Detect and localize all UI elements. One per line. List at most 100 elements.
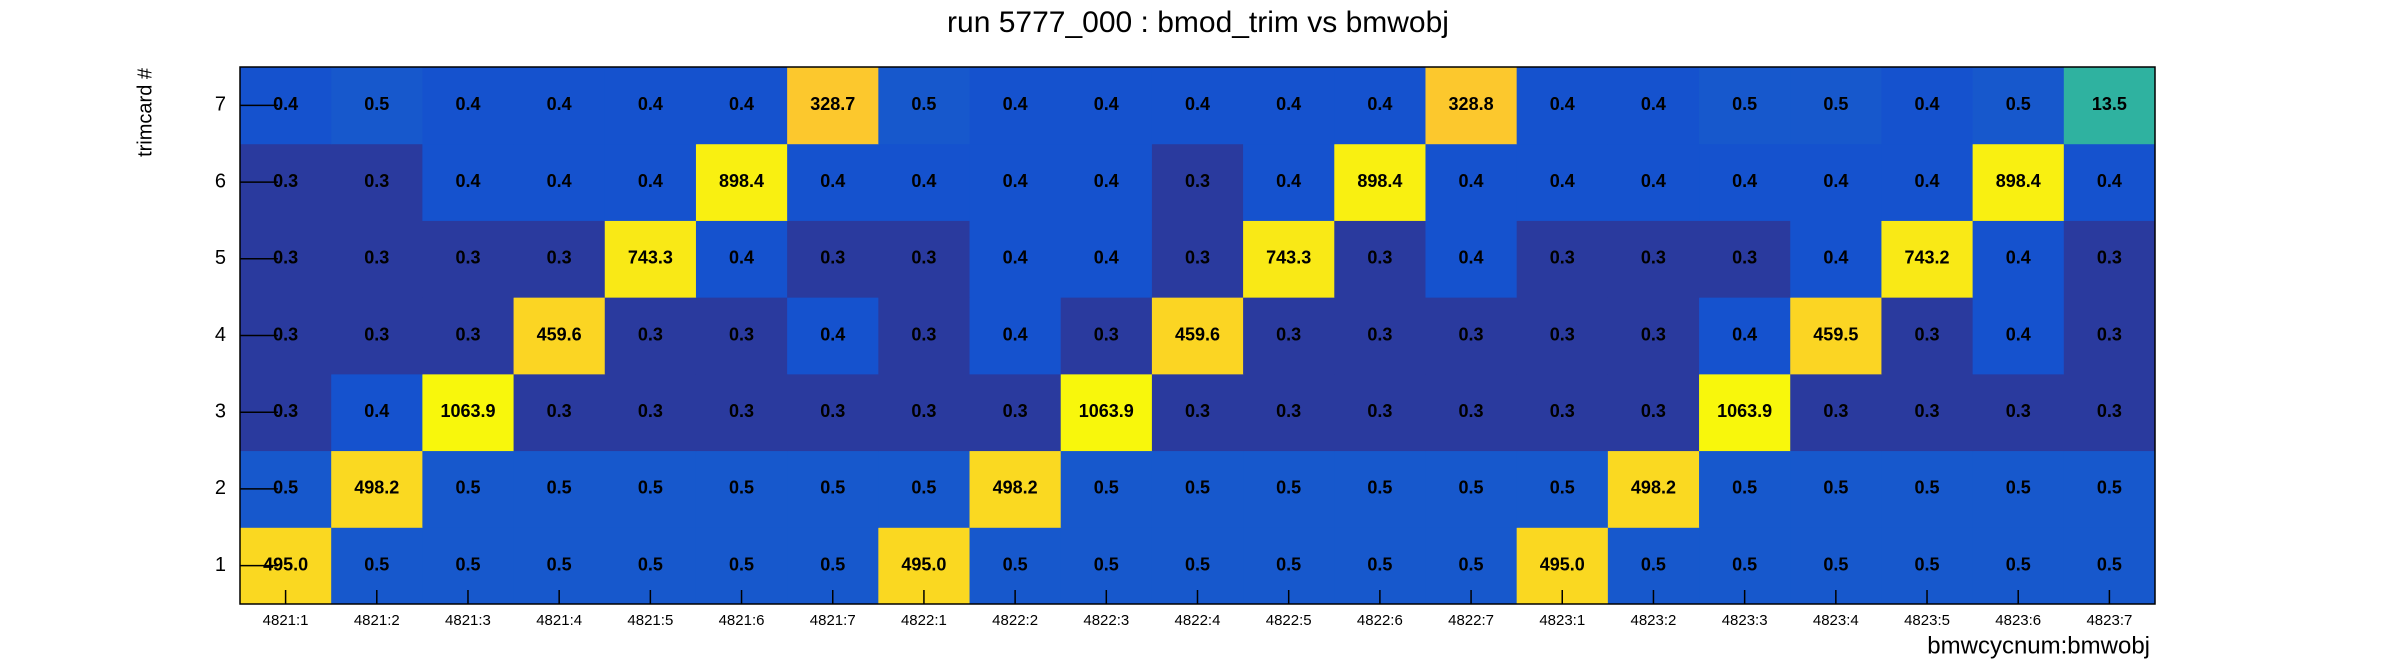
cell-label: 0.4 — [820, 171, 845, 191]
cell — [878, 450, 971, 528]
cell-label: 0.3 — [1003, 401, 1028, 421]
cell-label: 0.3 — [911, 248, 936, 268]
cell — [969, 220, 1062, 298]
cell — [1243, 373, 1335, 452]
x-tick-label: 4823:1 — [1539, 612, 1585, 629]
cell-label: 0.3 — [638, 401, 663, 421]
cell-label: 0.4 — [1732, 324, 1757, 344]
cell-label: 0.3 — [638, 324, 663, 344]
x-tick-label: 4823:7 — [2086, 612, 2132, 629]
cell — [1425, 297, 1518, 375]
cell-label: 0.4 — [1641, 94, 1666, 114]
cell-label: 0.4 — [1003, 324, 1028, 344]
cell-label: 0.4 — [455, 171, 480, 191]
cell-label: 0.3 — [1367, 324, 1392, 344]
cell — [604, 373, 697, 452]
cell-label: 0.4 — [1823, 171, 1848, 191]
cell-label: 0.3 — [1641, 248, 1666, 268]
cell-label: 0.3 — [364, 171, 389, 191]
cell — [1334, 67, 1426, 145]
cell — [1881, 143, 1974, 221]
cell-label: 0.4 — [1003, 248, 1028, 268]
cell-label: 0.5 — [2006, 94, 2031, 114]
cell-label: 0.3 — [1823, 401, 1848, 421]
cell-label: 0.3 — [1276, 401, 1301, 421]
x-tick-label: 4822:5 — [1266, 612, 1312, 629]
x-tick-label: 4823:5 — [1904, 612, 1950, 629]
cell-label: 0.5 — [1094, 478, 1119, 498]
cell-label: 0.3 — [1641, 401, 1666, 421]
cell-label: 0.3 — [273, 171, 298, 191]
cell — [1516, 143, 1609, 221]
cell-label: 0.3 — [1641, 324, 1666, 344]
cell — [1699, 67, 1791, 145]
cell-label: 0.4 — [547, 171, 572, 191]
cell-label: 0.4 — [1915, 171, 1940, 191]
cell-label: 0.4 — [1550, 171, 1575, 191]
cell-label: 1063.9 — [1079, 401, 1134, 421]
cell-label: 0.5 — [1915, 478, 1940, 498]
cell-label: 0.4 — [273, 94, 298, 114]
cell-label: 743.2 — [1905, 248, 1950, 268]
cell — [1151, 67, 1244, 145]
cell — [1516, 220, 1609, 298]
cell-label: 498.2 — [354, 478, 399, 498]
cell-label: 0.3 — [1185, 171, 1210, 191]
cell — [1425, 67, 1518, 145]
cell-label: 0.3 — [1550, 324, 1575, 344]
cell-label: 498.2 — [993, 478, 1038, 498]
cell-label: 0.3 — [911, 324, 936, 344]
cell-label: 0.4 — [2006, 324, 2031, 344]
cell-label: 0.4 — [2097, 171, 2122, 191]
cell — [1516, 450, 1609, 528]
cell-label: 0.5 — [1185, 478, 1210, 498]
cell-label: 0.3 — [1185, 248, 1210, 268]
cell-label: 0.5 — [1823, 94, 1848, 114]
cell-label: 898.4 — [719, 171, 764, 191]
cell-label: 0.5 — [547, 478, 572, 498]
cell — [1972, 220, 2065, 298]
cell-label: 0.5 — [2006, 478, 2031, 498]
cell — [878, 67, 971, 145]
cell-label: 0.5 — [1367, 554, 1392, 574]
cell — [1699, 143, 1791, 221]
cell — [1790, 220, 1882, 298]
cell-label: 0.3 — [364, 324, 389, 344]
cell-label: 0.4 — [1732, 171, 1757, 191]
cell-label: 459.6 — [537, 324, 582, 344]
cell-label: 0.5 — [911, 478, 936, 498]
cell — [1881, 373, 1974, 452]
cell — [513, 143, 606, 221]
cell — [1334, 297, 1426, 375]
x-tick-label: 4821:7 — [810, 612, 856, 629]
cell-label: 0.3 — [729, 401, 754, 421]
cell-label: 0.5 — [2097, 554, 2122, 574]
cell-label: 0.5 — [455, 554, 480, 574]
cell-label: 0.3 — [2097, 401, 2122, 421]
cell-label: 0.4 — [1003, 171, 1028, 191]
cell-label: 0.5 — [455, 478, 480, 498]
cell — [1516, 67, 1609, 145]
cell — [969, 143, 1062, 221]
cell-label: 0.5 — [729, 478, 754, 498]
cell-label: 0.3 — [1276, 324, 1301, 344]
cell-label: 0.3 — [1915, 401, 1940, 421]
y-tick-label: 2 — [215, 477, 226, 499]
cell — [969, 450, 1062, 528]
cell-label: 0.3 — [273, 248, 298, 268]
cell-label: 0.4 — [1094, 248, 1119, 268]
cell — [1151, 297, 1244, 375]
cell-label: 0.5 — [1732, 478, 1757, 498]
cell-label: 0.3 — [1732, 248, 1757, 268]
cell-label: 0.3 — [1185, 401, 1210, 421]
cell-label: 0.4 — [1276, 94, 1301, 114]
cell — [878, 220, 971, 298]
cell-label: 328.7 — [810, 94, 855, 114]
cell-label: 0.4 — [547, 94, 572, 114]
cell — [878, 143, 971, 221]
cell-label: 0.3 — [455, 324, 480, 344]
cell — [513, 450, 606, 528]
cell — [1972, 373, 2065, 452]
cell — [513, 373, 606, 452]
